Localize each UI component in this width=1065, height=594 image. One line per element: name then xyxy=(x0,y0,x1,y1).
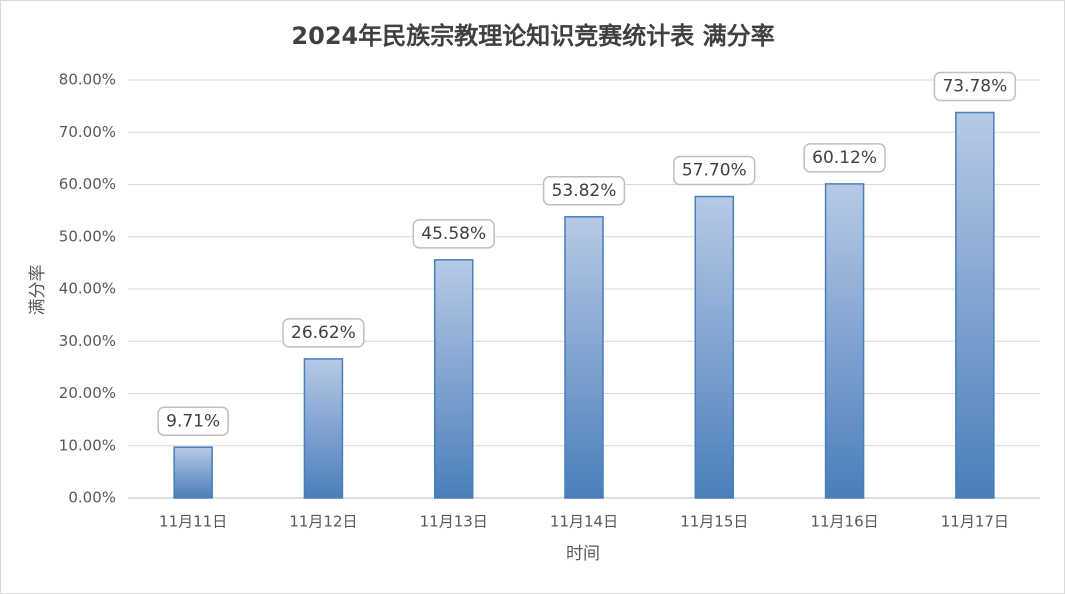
data-label: 57.70% xyxy=(682,161,747,181)
data-label: 9.71% xyxy=(166,411,220,431)
data-label: 45.58% xyxy=(421,224,486,244)
y-tick-label: 40.00% xyxy=(59,280,116,298)
x-axis-label: 时间 xyxy=(566,544,600,564)
data-label: 53.82% xyxy=(552,181,617,201)
y-tick-label: 50.00% xyxy=(59,227,116,245)
x-tick-label: 11月16日 xyxy=(810,513,878,531)
data-label: 60.12% xyxy=(812,148,877,168)
x-tick-label: 11月11日 xyxy=(159,513,227,531)
y-tick-label: 10.00% xyxy=(59,436,116,454)
data-label-box xyxy=(542,176,626,206)
data-label-box xyxy=(282,318,365,348)
x-tick-label: 11月15日 xyxy=(680,513,748,531)
x-tick-label: 11月17日 xyxy=(941,513,1009,531)
x-tick-label: 11月13日 xyxy=(420,513,488,531)
data-label-box xyxy=(157,406,229,437)
bar xyxy=(433,259,474,499)
y-tick-label: 70.00% xyxy=(59,123,116,141)
bar xyxy=(824,183,865,499)
y-tick-label: 80.00% xyxy=(59,71,116,89)
bar xyxy=(564,216,604,499)
data-label-box xyxy=(412,219,495,249)
bar xyxy=(694,195,735,499)
data-label: 73.78% xyxy=(942,76,1007,96)
x-tick-label: 11月14日 xyxy=(550,513,618,531)
data-label: 26.62% xyxy=(291,323,356,343)
bar xyxy=(303,358,344,499)
data-label-box xyxy=(933,71,1017,102)
y-tick-label: 0.00% xyxy=(68,489,116,507)
bar xyxy=(173,446,213,499)
y-tick-label: 30.00% xyxy=(59,332,116,350)
bar xyxy=(955,111,995,499)
y-axis-label: 满分率 xyxy=(28,265,48,316)
data-label-box xyxy=(803,143,886,173)
y-tick-label: 20.00% xyxy=(59,384,116,402)
data-label-box xyxy=(673,155,756,186)
y-tick-label: 60.00% xyxy=(59,175,116,193)
x-tick-label: 11月12日 xyxy=(289,513,357,531)
chart-title: 2024年民族宗教理论知识竞赛统计表 满分率 xyxy=(291,22,774,50)
